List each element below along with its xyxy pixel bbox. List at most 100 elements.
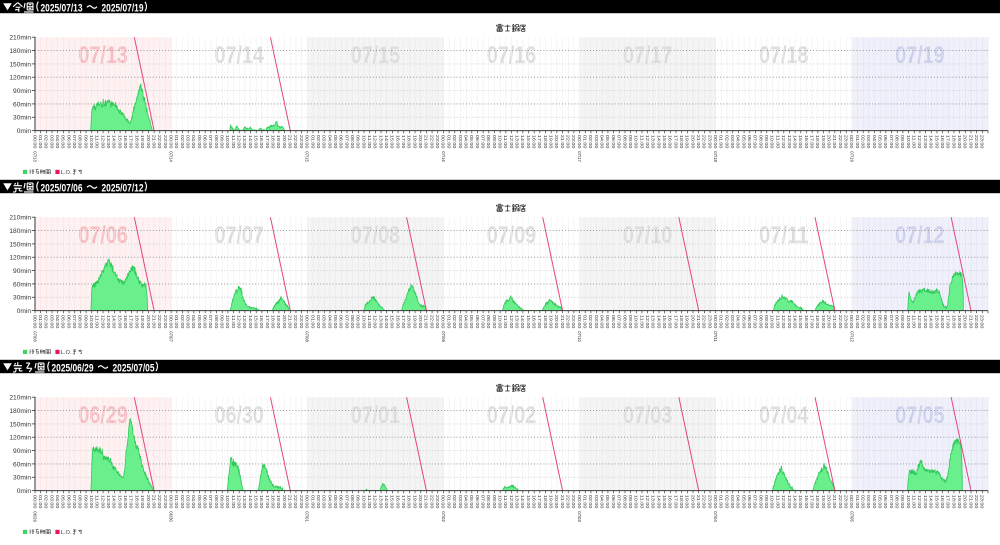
svg-text:21:00: 21:00 <box>831 495 837 509</box>
svg-text:20:00: 20:00 <box>825 135 831 149</box>
svg-text:06:00: 06:00 <box>201 315 207 329</box>
svg-text:01:00: 01:00 <box>718 315 724 329</box>
svg-text:08:00: 08:00 <box>894 315 900 329</box>
svg-text:22:00: 22:00 <box>156 135 162 149</box>
svg-text:23:00: 23:00 <box>298 135 304 149</box>
svg-text:12:00: 12:00 <box>644 135 650 149</box>
svg-text:15:00: 15:00 <box>253 135 259 149</box>
svg-text:15:00: 15:00 <box>253 315 259 329</box>
svg-text:22:00: 22:00 <box>565 315 571 329</box>
svg-text:01:00: 01:00 <box>718 135 724 149</box>
svg-text:19:00: 19:00 <box>684 315 690 329</box>
svg-text:11:00: 11:00 <box>366 135 372 149</box>
svg-text:18:00: 18:00 <box>270 135 276 149</box>
svg-text:18:00: 18:00 <box>814 495 820 509</box>
svg-text:21:00: 21:00 <box>695 135 701 149</box>
svg-text:04:00: 04:00 <box>599 135 605 149</box>
svg-text:14:00: 14:00 <box>247 495 253 509</box>
svg-text:19:00: 19:00 <box>275 495 281 509</box>
svg-text:08:00: 08:00 <box>77 315 83 329</box>
svg-text:23:00: 23:00 <box>842 135 848 149</box>
svg-text:11:00: 11:00 <box>94 495 100 509</box>
svg-text:02:00: 02:00 <box>179 495 185 509</box>
svg-text:00:00: 00:00 <box>304 135 310 149</box>
svg-text:07:00: 07:00 <box>616 315 622 329</box>
svg-text:08:00: 08:00 <box>621 495 627 509</box>
svg-text:18:00: 18:00 <box>270 315 276 329</box>
svg-text:05:00: 05:00 <box>740 495 746 509</box>
svg-text:03:00: 03:00 <box>321 495 327 509</box>
svg-text:06:00: 06:00 <box>882 315 888 329</box>
svg-text:14:00: 14:00 <box>519 495 525 509</box>
svg-text:21:00: 21:00 <box>150 135 156 149</box>
svg-text:11:00: 11:00 <box>230 495 236 509</box>
svg-text:20:00: 20:00 <box>553 495 559 509</box>
svg-text:07:00: 07:00 <box>888 495 894 509</box>
svg-text:01:00: 01:00 <box>445 135 451 149</box>
svg-text:16:00: 16:00 <box>803 135 809 149</box>
svg-text:04:00: 04:00 <box>54 315 60 329</box>
svg-text:06:00: 06:00 <box>338 135 344 149</box>
svg-text:09:00: 09:00 <box>355 135 361 149</box>
svg-text:12:00: 12:00 <box>508 315 514 329</box>
svg-text:16:00: 16:00 <box>939 495 945 509</box>
svg-text:23:00: 23:00 <box>706 315 712 329</box>
svg-text:07:00: 07:00 <box>888 135 894 149</box>
svg-text:10:00: 10:00 <box>633 135 639 149</box>
svg-text:19:00: 19:00 <box>411 495 417 509</box>
svg-text:05:00: 05:00 <box>468 495 474 509</box>
svg-text:10:00: 10:00 <box>224 135 230 149</box>
svg-text:03:00: 03:00 <box>865 135 871 149</box>
svg-text:2025/07/13: 2025/07/13 <box>41 2 83 14</box>
svg-text:07/19: 07/19 <box>848 151 854 162</box>
svg-text:09:00: 09:00 <box>491 315 497 329</box>
svg-text:00:00: 00:00 <box>167 135 173 149</box>
svg-text:18:00: 18:00 <box>270 495 276 509</box>
svg-text:16:00: 16:00 <box>122 495 128 509</box>
svg-text:21:00: 21:00 <box>150 315 156 329</box>
svg-text:14:00: 14:00 <box>519 135 525 149</box>
svg-text:07:00: 07:00 <box>752 315 758 329</box>
svg-text:10:00: 10:00 <box>88 135 94 149</box>
svg-text:17:00: 17:00 <box>808 315 814 329</box>
svg-text:19:00: 19:00 <box>139 135 145 149</box>
svg-text:17:00: 17:00 <box>672 495 678 509</box>
svg-text:11:00: 11:00 <box>230 135 236 149</box>
svg-text:19:00: 19:00 <box>956 495 962 509</box>
svg-text:13:00: 13:00 <box>105 495 111 509</box>
svg-text:03:00: 03:00 <box>48 315 54 329</box>
svg-text:30min: 30min <box>13 295 31 302</box>
svg-text:09:00: 09:00 <box>355 315 361 329</box>
svg-text:22:00: 22:00 <box>428 135 434 149</box>
svg-text:0min: 0min <box>17 128 32 135</box>
svg-text:09:00: 09:00 <box>219 315 225 329</box>
svg-text:07:00: 07:00 <box>479 315 485 329</box>
svg-text:12:00: 12:00 <box>644 315 650 329</box>
svg-text:23:00: 23:00 <box>979 135 985 149</box>
svg-text:150min: 150min <box>9 421 31 428</box>
svg-text:03:00: 03:00 <box>865 315 871 329</box>
svg-text:12:00: 12:00 <box>780 135 786 149</box>
svg-text:15:00: 15:00 <box>389 315 395 329</box>
svg-text:00:00: 00:00 <box>31 495 37 509</box>
svg-text:05:00: 05:00 <box>60 495 66 509</box>
svg-text:18:00: 18:00 <box>406 315 412 329</box>
svg-text:22:00: 22:00 <box>701 135 707 149</box>
svg-text:20:00: 20:00 <box>281 135 287 149</box>
svg-text:08:00: 08:00 <box>77 495 83 509</box>
svg-text:08:00: 08:00 <box>349 135 355 149</box>
svg-text:17:00: 17:00 <box>264 315 270 329</box>
svg-text:2025/07/06: 2025/07/06 <box>41 182 83 194</box>
svg-text:13:00: 13:00 <box>786 315 792 329</box>
svg-text:90min: 90min <box>13 448 31 455</box>
svg-text:17:00: 17:00 <box>128 135 134 149</box>
svg-text:18:00: 18:00 <box>950 315 956 329</box>
svg-text:90min: 90min <box>13 268 31 275</box>
svg-text:14:00: 14:00 <box>383 495 389 509</box>
svg-text:04:00: 04:00 <box>54 495 60 509</box>
svg-text:17:00: 17:00 <box>264 135 270 149</box>
svg-text:08:00: 08:00 <box>621 315 627 329</box>
svg-text:00:00: 00:00 <box>440 315 446 329</box>
svg-text:06/29: 06/29 <box>31 511 37 522</box>
svg-text:07:00: 07:00 <box>616 495 622 509</box>
